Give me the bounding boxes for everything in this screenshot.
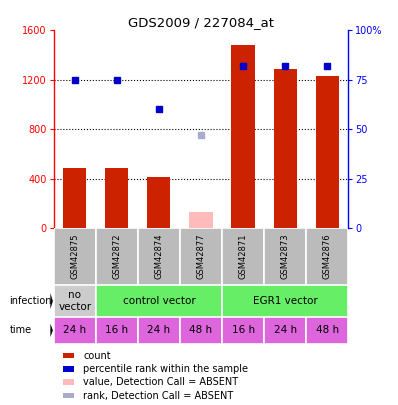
Text: 48 h: 48 h: [189, 325, 213, 335]
Text: GSM42875: GSM42875: [70, 234, 79, 279]
Text: GSM42873: GSM42873: [281, 234, 290, 279]
Text: 16 h: 16 h: [105, 325, 129, 335]
Text: 48 h: 48 h: [316, 325, 339, 335]
Text: 24 h: 24 h: [273, 325, 297, 335]
Text: GSM42876: GSM42876: [323, 234, 332, 279]
Polygon shape: [51, 324, 53, 337]
Bar: [306, 317, 348, 344]
Bar: [54, 317, 96, 344]
Bar: [62, 379, 74, 385]
Text: no
vector: no vector: [58, 290, 91, 312]
Text: 24 h: 24 h: [63, 325, 86, 335]
Bar: [222, 317, 264, 344]
Text: GSM42874: GSM42874: [154, 234, 164, 279]
Bar: [222, 228, 264, 285]
Polygon shape: [51, 293, 53, 309]
Bar: [189, 212, 213, 228]
Text: value, Detection Call = ABSENT: value, Detection Call = ABSENT: [83, 377, 238, 387]
Bar: [105, 168, 129, 228]
Bar: [264, 317, 306, 344]
Text: control vector: control vector: [123, 296, 195, 306]
Text: EGR1 vector: EGR1 vector: [253, 296, 318, 306]
Bar: [273, 69, 297, 228]
Text: GSM42871: GSM42871: [238, 234, 248, 279]
Bar: [96, 317, 138, 344]
Bar: [316, 76, 339, 228]
Bar: [306, 228, 348, 285]
Bar: [62, 353, 74, 358]
Bar: [138, 228, 180, 285]
Bar: [62, 393, 74, 399]
Text: GSM42872: GSM42872: [112, 234, 121, 279]
Title: GDS2009 / 227084_at: GDS2009 / 227084_at: [128, 16, 274, 29]
Text: 24 h: 24 h: [147, 325, 170, 335]
Bar: [54, 285, 96, 317]
Bar: [96, 228, 138, 285]
Bar: [63, 168, 86, 228]
Bar: [147, 177, 170, 228]
Text: GSM42877: GSM42877: [197, 234, 205, 279]
Text: 16 h: 16 h: [232, 325, 255, 335]
Bar: [232, 45, 255, 228]
Text: percentile rank within the sample: percentile rank within the sample: [83, 364, 248, 374]
Bar: [138, 317, 180, 344]
Bar: [62, 366, 74, 372]
Bar: [222, 285, 348, 317]
Bar: [180, 228, 222, 285]
Bar: [54, 228, 96, 285]
Text: rank, Detection Call = ABSENT: rank, Detection Call = ABSENT: [83, 390, 234, 401]
Text: time: time: [10, 325, 32, 335]
Bar: [180, 317, 222, 344]
Text: infection: infection: [10, 296, 52, 306]
Bar: [264, 228, 306, 285]
Bar: [96, 285, 222, 317]
Text: count: count: [83, 350, 111, 360]
